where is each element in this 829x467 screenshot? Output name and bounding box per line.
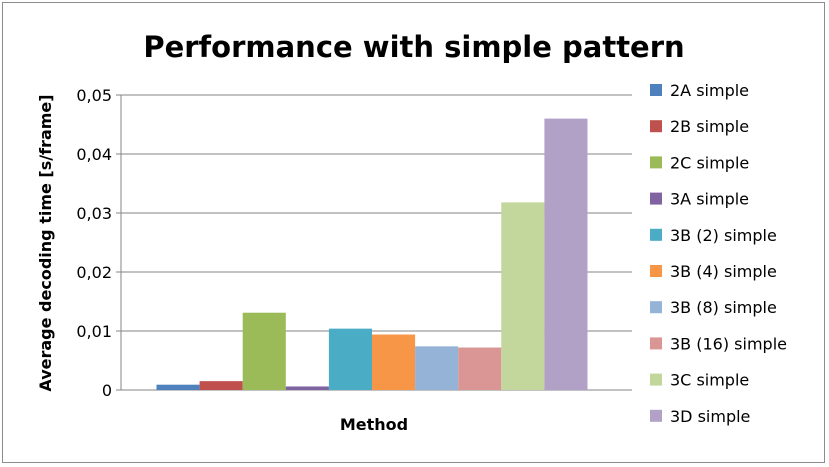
bar (501, 202, 545, 390)
legend-label: 2A simple (670, 81, 749, 100)
legend-label: 2C simple (670, 153, 749, 172)
legend-label: 3B (4) simple (670, 262, 777, 281)
legend-label: 2B simple (670, 117, 749, 136)
bar (285, 386, 329, 390)
bar (415, 346, 459, 390)
bar (458, 347, 502, 390)
legend: 2A simple 2B simple 2C simple 3A simple 3B (… (650, 81, 787, 426)
legend-swatch (650, 373, 662, 386)
y-axis-ticks: 0 0,01 0,02 0,03 0,04 0,05 (76, 86, 121, 400)
legend-label: 3A simple (670, 190, 749, 209)
legend-swatch (650, 192, 662, 205)
bar (372, 334, 416, 390)
legend-swatch (650, 265, 662, 277)
y-tick-label: 0,04 (76, 145, 112, 164)
y-tick-label: 0,03 (76, 204, 112, 223)
legend-label: 3B (16) simple (670, 334, 787, 353)
bar (156, 384, 200, 390)
legend-swatch (650, 156, 662, 169)
legend-label: 3B (2) simple (670, 226, 777, 245)
legend-swatch (650, 337, 662, 350)
bar (242, 312, 286, 390)
x-axis-title: Method (340, 415, 408, 434)
y-tick-label: 0,05 (76, 86, 112, 105)
bar (544, 118, 588, 390)
legend-swatch (650, 120, 662, 133)
legend-swatch (650, 228, 662, 241)
legend-swatch (650, 84, 662, 96)
y-axis-title: Average decoding time [s/frame] (36, 94, 55, 391)
legend-label: 3C simple (670, 371, 749, 390)
chart-title: Performance with simple pattern (143, 30, 684, 64)
bar (328, 328, 372, 390)
legend-swatch (650, 409, 662, 422)
bars (156, 118, 588, 390)
legend-label: 3D simple (670, 407, 750, 426)
legend-swatch (650, 301, 662, 314)
y-tick-label: 0,01 (76, 322, 112, 341)
y-tick-label: 0,02 (76, 263, 112, 282)
bar (199, 381, 243, 390)
y-tick-label: 0 (102, 381, 112, 400)
legend-label: 3B (8) simple (670, 298, 777, 317)
